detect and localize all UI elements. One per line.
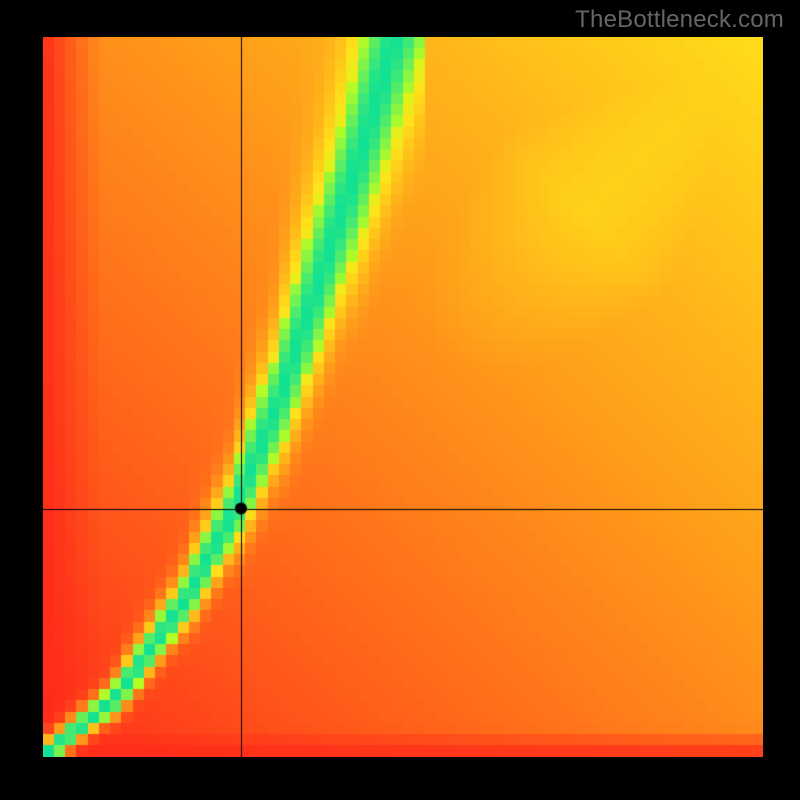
bottleneck-heatmap [43, 37, 763, 757]
watermark-text: TheBottleneck.com [575, 6, 784, 34]
chart-container: { "watermark": { "text": "TheBottleneck.… [0, 0, 800, 800]
